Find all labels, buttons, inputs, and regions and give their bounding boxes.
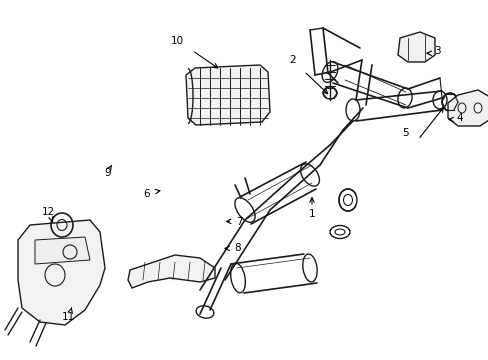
Text: 5: 5 <box>402 128 408 138</box>
Text: 8: 8 <box>233 243 240 253</box>
Polygon shape <box>397 32 434 62</box>
Text: 6: 6 <box>143 189 150 199</box>
Text: 4: 4 <box>455 113 462 123</box>
Text: 12: 12 <box>42 207 56 217</box>
Text: 7: 7 <box>236 217 243 228</box>
Polygon shape <box>447 90 488 126</box>
Text: 9: 9 <box>104 168 111 178</box>
Text: 2: 2 <box>288 55 295 66</box>
Polygon shape <box>128 255 215 288</box>
Polygon shape <box>18 220 105 325</box>
Text: 11: 11 <box>61 312 75 322</box>
Text: 1: 1 <box>308 209 315 219</box>
Polygon shape <box>185 65 269 125</box>
Polygon shape <box>35 237 90 264</box>
Text: 10: 10 <box>170 36 183 46</box>
Text: 3: 3 <box>433 46 440 56</box>
